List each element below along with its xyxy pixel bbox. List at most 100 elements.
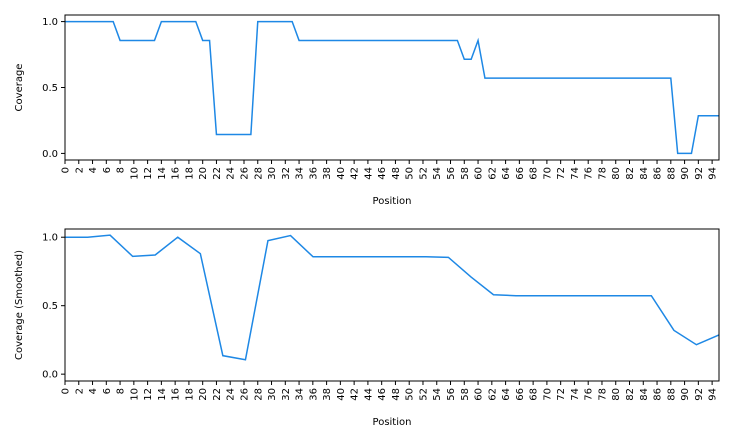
x-tick-label: 16 (171, 167, 182, 180)
x-tick-label: 36 (308, 167, 319, 180)
x-tick-label: 78 (597, 388, 608, 401)
x-tick-label: 82 (625, 167, 636, 180)
x-tick-label: 8 (116, 388, 127, 394)
y-tick-label: 0.0 (42, 149, 58, 160)
x-tick-label: 20 (198, 388, 209, 401)
y-tick-label: 1.0 (42, 17, 58, 28)
x-tick-label: 6 (102, 167, 113, 173)
x-tick-label: 92 (694, 167, 705, 180)
x-tick-label: 44 (363, 167, 374, 180)
x-tick-label: 46 (377, 167, 388, 180)
x-tick-label: 88 (666, 167, 677, 180)
x-tick-label: 30 (267, 167, 278, 180)
x-tick-label: 90 (680, 167, 691, 180)
x-tick-label: 4 (88, 388, 99, 394)
x-tick-label: 84 (639, 167, 650, 180)
x-tick-label: 62 (487, 388, 498, 401)
x-tick-label: 50 (405, 167, 416, 180)
x-tick-label: 72 (556, 388, 567, 401)
x-tick-label: 46 (377, 388, 388, 401)
y-tick-label: 1.0 (42, 233, 58, 244)
x-tick-label: 12 (143, 167, 154, 180)
x-tick-label: 2 (74, 167, 85, 173)
x-tick-label: 58 (460, 167, 471, 180)
x-tick-label: 64 (501, 388, 512, 401)
x-tick-label: 74 (570, 388, 581, 401)
y-axis-label: Coverage (Smoothed) (14, 250, 25, 360)
x-tick-label: 26 (239, 167, 250, 180)
x-tick-label: 76 (584, 388, 595, 401)
x-tick-label: 70 (542, 167, 553, 180)
x-tick-label: 80 (611, 388, 622, 401)
x-tick-label: 38 (322, 167, 333, 180)
x-tick-label: 34 (295, 167, 306, 180)
x-tick-label: 6 (102, 388, 113, 394)
x-tick-label: 24 (226, 167, 237, 180)
y-tick-label: 0.0 (42, 370, 58, 381)
x-tick-label: 28 (253, 388, 264, 401)
x-tick-label: 2 (74, 388, 85, 394)
x-tick-label: 76 (584, 167, 595, 180)
x-tick-label: 44 (363, 388, 374, 401)
data-line (65, 234, 720, 361)
y-tick-label: 0.5 (42, 83, 58, 94)
x-tick-label: 50 (405, 388, 416, 401)
x-tick-label: 60 (474, 388, 485, 401)
x-tick-label: 86 (653, 167, 664, 180)
x-tick-label: 56 (446, 388, 457, 401)
y-axis-label: Coverage (14, 64, 25, 112)
data-line (65, 20, 719, 155)
x-tick-label: 56 (446, 167, 457, 180)
x-tick-label: 24 (226, 388, 237, 401)
x-axis-label: Position (373, 417, 412, 428)
x-tick-label: 72 (556, 167, 567, 180)
x-tick-label: 66 (515, 167, 526, 180)
x-tick-label: 10 (129, 167, 140, 180)
x-tick-label: 58 (460, 388, 471, 401)
x-tick-label: 26 (239, 388, 250, 401)
axes-frame (64, 228, 720, 382)
x-tick-label: 22 (212, 167, 223, 180)
x-tick-label: 92 (694, 388, 705, 401)
x-tick-label: 38 (322, 388, 333, 401)
x-tick-label: 34 (295, 388, 306, 401)
x-tick-label: 30 (267, 388, 278, 401)
x-tick-label: 54 (432, 167, 443, 180)
x-tick-label: 62 (487, 167, 498, 180)
x-tick-label: 4 (88, 167, 99, 173)
x-tick-label: 12 (143, 388, 154, 401)
x-tick-label: 80 (611, 167, 622, 180)
x-tick-label: 82 (625, 388, 636, 401)
x-tick-label: 36 (308, 388, 319, 401)
x-tick-label: 90 (680, 388, 691, 401)
x-tick-label: 68 (529, 388, 540, 401)
x-axis-label: Position (373, 196, 412, 207)
x-tick-label: 28 (253, 167, 264, 180)
x-tick-label: 10 (129, 388, 140, 401)
x-tick-label: 48 (391, 388, 402, 401)
x-tick-label: 68 (529, 167, 540, 180)
x-tick-label: 18 (184, 388, 195, 401)
x-tick-label: 48 (391, 167, 402, 180)
x-tick-label: 94 (708, 388, 719, 401)
x-tick-label: 20 (198, 167, 209, 180)
x-tick-label: 42 (350, 167, 361, 180)
x-tick-label: 32 (281, 167, 292, 180)
x-tick-label: 84 (639, 388, 650, 401)
x-tick-label: 64 (501, 167, 512, 180)
x-tick-label: 14 (157, 167, 168, 180)
x-tick-label: 66 (515, 388, 526, 401)
x-tick-label: 8 (116, 167, 127, 173)
x-tick-label: 88 (666, 388, 677, 401)
axes-frame (64, 14, 720, 161)
x-tick-label: 42 (350, 388, 361, 401)
x-tick-label: 18 (184, 167, 195, 180)
x-tick-label: 22 (212, 388, 223, 401)
x-tick-label: 52 (418, 388, 429, 401)
y-tick-label: 0.5 (42, 301, 58, 312)
x-tick-label: 52 (418, 167, 429, 180)
x-tick-label: 60 (474, 167, 485, 180)
x-tick-label: 86 (653, 388, 664, 401)
x-tick-label: 70 (542, 388, 553, 401)
